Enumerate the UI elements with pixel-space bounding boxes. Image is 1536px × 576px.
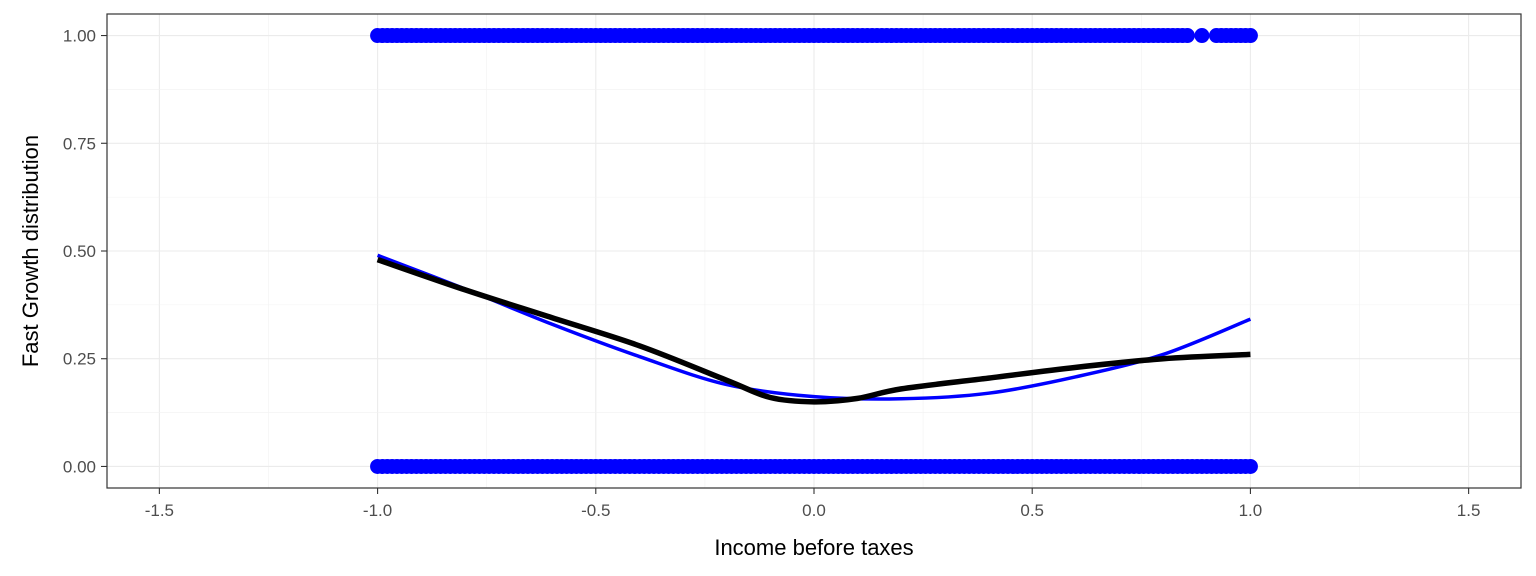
y-axis-title: Fast Growth distribution bbox=[18, 135, 43, 367]
scatter-points bbox=[370, 28, 1258, 474]
data-point bbox=[1194, 28, 1210, 44]
x-tick-label: -1.5 bbox=[145, 501, 174, 520]
x-tick-label: 0.0 bbox=[802, 501, 826, 520]
x-axis-title: Income before taxes bbox=[714, 535, 913, 560]
y-tick-label: 0.75 bbox=[63, 134, 96, 153]
x-tick-label: -1.0 bbox=[363, 501, 392, 520]
x-tick-label: 1.0 bbox=[1239, 501, 1263, 520]
y-tick-label: 0.00 bbox=[63, 457, 96, 476]
black-smooth-line bbox=[376, 257, 1251, 405]
blue-smooth-line bbox=[376, 253, 1252, 401]
x-tick-label: 0.5 bbox=[1020, 501, 1044, 520]
y-axis: 0.00 0.25 0.50 0.75 1.00 bbox=[63, 27, 107, 476]
data-point bbox=[1179, 28, 1195, 44]
y-tick-label: 1.00 bbox=[63, 27, 96, 46]
smooth-lines bbox=[376, 253, 1252, 405]
y-tick-label: 0.50 bbox=[63, 242, 96, 261]
data-point bbox=[1242, 28, 1258, 44]
x-tick-label: 1.5 bbox=[1457, 501, 1481, 520]
data-point bbox=[1242, 458, 1258, 474]
x-axis: -1.5 -1.0 -0.5 0.0 0.5 1.0 1.5 bbox=[145, 488, 1481, 520]
y-tick-label: 0.25 bbox=[63, 350, 96, 369]
x-tick-label: -0.5 bbox=[581, 501, 610, 520]
